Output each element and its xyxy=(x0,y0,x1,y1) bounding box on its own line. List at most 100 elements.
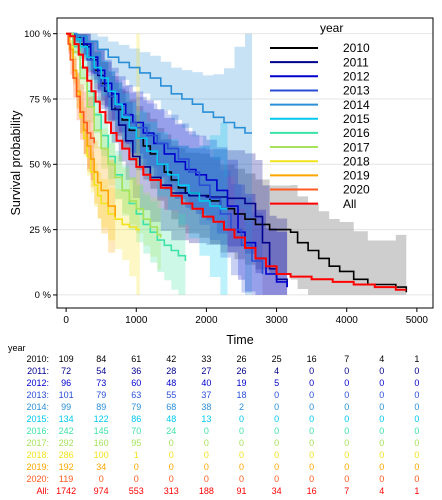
risk-table-cell: 7 xyxy=(344,354,349,364)
risk-table-cell: 292 xyxy=(59,438,74,448)
risk-table-cell: 553 xyxy=(129,486,144,496)
legend-entry: 2018 xyxy=(270,154,370,168)
legend-entry: 2015 xyxy=(270,112,370,126)
risk-table-cell: 4 xyxy=(379,486,384,496)
risk-table-cell: 0 xyxy=(414,390,419,400)
legend-label: 2010 xyxy=(343,41,370,55)
risk-table-cell: 119 xyxy=(59,474,73,484)
risk-table-cell: 0 xyxy=(204,474,209,484)
y-axis-title: Survival probability xyxy=(9,110,23,216)
legend-label: 2016 xyxy=(343,126,370,140)
risk-table-cell: 0 xyxy=(309,414,314,424)
risk-table-cell: 0 xyxy=(344,390,349,400)
risk-table-row: 2020: 119 0 0 0 0 0 0 0 0 0 0 xyxy=(26,474,419,484)
risk-table-cell: 0 xyxy=(344,366,349,376)
risk-table-cell: 0 xyxy=(239,474,244,484)
risk-table-cell: 28 xyxy=(166,366,176,376)
risk-table-cell: 48 xyxy=(166,414,176,424)
x-tick-label: 0 xyxy=(63,315,69,326)
risk-table-cell: 55 xyxy=(166,390,176,400)
legend-entry: 2011 xyxy=(270,55,369,69)
risk-table-cell: 1 xyxy=(414,486,419,496)
risk-table-cell: 0 xyxy=(204,462,209,472)
risk-table-cell: 0 xyxy=(344,426,349,436)
risk-table-cell: 109 xyxy=(59,354,74,364)
risk-table-cell: 0 xyxy=(134,462,139,472)
risk-table-cell: 34 xyxy=(96,462,106,472)
risk-table-cell: 0 xyxy=(239,450,244,460)
legend-entry: 2013 xyxy=(270,84,370,98)
risk-table-cell: 0 xyxy=(309,426,314,436)
risk-table-row: 2012: 96 73 60 48 40 19 5 0 0 0 0 xyxy=(26,378,419,388)
risk-table-cell: 79 xyxy=(131,402,141,412)
legend-label: 2019 xyxy=(343,169,370,183)
risk-table-cell: 192 xyxy=(59,462,74,472)
risk-table-cell: 0 xyxy=(169,462,174,472)
risk-table-row-label: 2015: xyxy=(26,414,49,424)
ci-band xyxy=(66,33,228,295)
risk-table-cell: 0 xyxy=(379,474,384,484)
ci-band xyxy=(66,33,140,295)
risk-table-cell: 0 xyxy=(414,366,419,376)
risk-table-cell: 286 xyxy=(59,450,74,460)
risk-table-cell: 40 xyxy=(201,378,211,388)
risk-table-row: 2015: 134 122 86 48 13 0 0 0 0 0 0 xyxy=(26,414,419,424)
risk-table-cell: 0 xyxy=(379,414,384,424)
risk-table-cell: 33 xyxy=(201,354,211,364)
legend-label: 2017 xyxy=(343,140,370,154)
y-tick-label: 100 % xyxy=(24,29,51,40)
risk-table-cell: 0 xyxy=(274,414,279,424)
legend-label: 2018 xyxy=(343,154,370,168)
legend-label: 2011 xyxy=(343,55,369,69)
risk-table-row: 2016: 242 145 70 24 0 0 0 0 0 0 0 xyxy=(26,426,419,436)
risk-table-cell: 0 xyxy=(239,438,244,448)
risk-table-cell: 242 xyxy=(59,426,74,436)
risk-table-cell: 0 xyxy=(414,378,419,388)
risk-table-cell: 160 xyxy=(94,438,109,448)
risk-table-cell: 0 xyxy=(274,462,279,472)
risk-table-row-label: 2019: xyxy=(26,462,49,472)
survival-curve xyxy=(66,32,252,134)
risk-table-cell: 0 xyxy=(309,378,314,388)
risk-table-cell: 0 xyxy=(274,474,279,484)
legend-entry: All xyxy=(270,197,356,211)
legend-entry: 2012 xyxy=(270,70,370,84)
risk-table-cell: 0 xyxy=(414,414,419,424)
risk-table-cell: 0 xyxy=(274,402,279,412)
risk-table-cell: 0 xyxy=(204,450,209,460)
risk-table-cell: 1742 xyxy=(56,486,76,496)
x-tick-label: 5000 xyxy=(406,315,429,326)
risk-table-cell: 42 xyxy=(166,354,176,364)
risk-table-cell: 0 xyxy=(379,402,384,412)
y-tick-label: 75 % xyxy=(29,94,51,105)
risk-table-cell: 0 xyxy=(274,426,279,436)
risk-table-cell: 0 xyxy=(414,402,419,412)
risk-table-cell: 0 xyxy=(309,402,314,412)
risk-table-cell: 0 xyxy=(274,438,279,448)
risk-table-cell: 134 xyxy=(59,414,74,424)
risk-table-row: 2013: 101 79 63 55 37 18 0 0 0 0 0 xyxy=(26,390,419,400)
legend-entry: 2016 xyxy=(270,126,370,140)
risk-table-cell: 13 xyxy=(201,414,211,424)
risk-table-cell: 24 xyxy=(166,426,176,436)
legend-entry: 2010 xyxy=(270,41,370,55)
risk-table-cell: 122 xyxy=(94,414,109,424)
legend-label: 2015 xyxy=(343,112,370,126)
risk-table-cell: 0 xyxy=(344,462,349,472)
legend-entry: 2020 xyxy=(270,183,370,197)
risk-table-cell: 0 xyxy=(379,462,384,472)
x-tick-label: 2000 xyxy=(195,315,218,326)
risk-table-row: 2010: 109 84 61 42 33 26 25 16 7 4 1 xyxy=(26,354,419,364)
survival-curve xyxy=(66,32,95,144)
risk-table-cell: 0 xyxy=(414,438,419,448)
risk-table-cell: 4 xyxy=(379,354,384,364)
x-tick-label: 4000 xyxy=(336,315,359,326)
risk-table-cell: 0 xyxy=(379,378,384,388)
risk-table-cell: 0 xyxy=(344,438,349,448)
risk-table-cell: 1 xyxy=(134,450,139,460)
risk-table-row-label: 2013: xyxy=(26,390,49,400)
risk-table-cell: 91 xyxy=(236,486,246,496)
risk-table-cell: 70 xyxy=(131,426,141,436)
